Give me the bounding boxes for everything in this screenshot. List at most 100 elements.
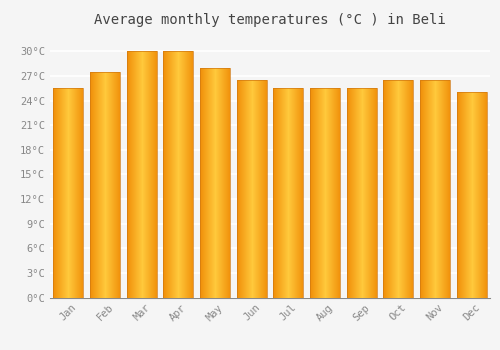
Bar: [460, 92, 462, 298]
Bar: [103, 72, 104, 298]
Bar: [356, 88, 358, 298]
Bar: [54, 88, 84, 298]
Bar: [54, 88, 56, 298]
Bar: [314, 88, 315, 298]
Bar: [108, 72, 109, 298]
Bar: [332, 88, 333, 298]
Bar: [408, 80, 410, 298]
Bar: [346, 88, 348, 298]
Bar: [248, 80, 250, 298]
Bar: [402, 80, 404, 298]
Bar: [205, 68, 206, 298]
Bar: [182, 51, 184, 298]
Bar: [102, 72, 103, 298]
Bar: [412, 80, 414, 298]
Bar: [429, 80, 430, 298]
Bar: [140, 51, 141, 298]
Bar: [90, 72, 120, 298]
Bar: [321, 88, 322, 298]
Bar: [384, 80, 414, 298]
Bar: [274, 88, 276, 298]
Bar: [64, 88, 66, 298]
Bar: [92, 72, 93, 298]
Bar: [443, 80, 444, 298]
Bar: [470, 92, 472, 298]
Bar: [396, 80, 398, 298]
Bar: [337, 88, 338, 298]
Bar: [105, 72, 106, 298]
Bar: [442, 80, 443, 298]
Bar: [318, 88, 319, 298]
Bar: [154, 51, 156, 298]
Bar: [238, 80, 240, 298]
Bar: [203, 68, 204, 298]
Bar: [338, 88, 339, 298]
Bar: [214, 68, 215, 298]
Bar: [262, 80, 264, 298]
Bar: [484, 92, 486, 298]
Bar: [372, 88, 374, 298]
Bar: [370, 88, 372, 298]
Bar: [112, 72, 113, 298]
Bar: [386, 80, 388, 298]
Bar: [119, 72, 120, 298]
Bar: [256, 80, 258, 298]
Bar: [440, 80, 441, 298]
Bar: [164, 51, 194, 298]
Bar: [184, 51, 186, 298]
Bar: [446, 80, 447, 298]
Bar: [364, 88, 366, 298]
Bar: [246, 80, 248, 298]
Bar: [164, 51, 166, 298]
Bar: [206, 68, 207, 298]
Bar: [336, 88, 337, 298]
Bar: [298, 88, 300, 298]
Bar: [420, 80, 421, 298]
Bar: [316, 88, 317, 298]
Bar: [320, 88, 321, 298]
Bar: [126, 51, 128, 298]
Bar: [435, 80, 436, 298]
Bar: [325, 88, 326, 298]
Bar: [142, 51, 144, 298]
Bar: [132, 51, 134, 298]
Bar: [394, 80, 396, 298]
Bar: [360, 88, 362, 298]
Bar: [242, 80, 244, 298]
Bar: [448, 80, 449, 298]
Bar: [404, 80, 406, 298]
Bar: [136, 51, 138, 298]
Bar: [449, 80, 450, 298]
Bar: [176, 51, 178, 298]
Bar: [226, 68, 227, 298]
Bar: [116, 72, 117, 298]
Bar: [458, 92, 460, 298]
Bar: [218, 68, 219, 298]
Bar: [98, 72, 99, 298]
Bar: [410, 80, 412, 298]
Bar: [134, 51, 136, 298]
Bar: [213, 68, 214, 298]
Bar: [201, 68, 202, 298]
Bar: [425, 80, 426, 298]
Bar: [128, 51, 130, 298]
Bar: [432, 80, 433, 298]
Bar: [219, 68, 220, 298]
Bar: [468, 92, 469, 298]
Bar: [335, 88, 336, 298]
Bar: [444, 80, 445, 298]
Bar: [430, 80, 431, 298]
Bar: [362, 88, 364, 298]
Bar: [252, 80, 254, 298]
Bar: [93, 72, 94, 298]
Bar: [168, 51, 170, 298]
Bar: [211, 68, 212, 298]
Bar: [223, 68, 224, 298]
Bar: [178, 51, 180, 298]
Bar: [312, 88, 313, 298]
Bar: [426, 80, 427, 298]
Bar: [82, 88, 84, 298]
Bar: [431, 80, 432, 298]
Bar: [70, 88, 72, 298]
Bar: [276, 88, 278, 298]
